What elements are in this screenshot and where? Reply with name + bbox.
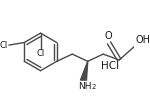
- Polygon shape: [81, 61, 88, 80]
- Text: Cl: Cl: [0, 41, 8, 50]
- Text: O: O: [104, 31, 112, 41]
- Text: 2: 2: [92, 84, 96, 90]
- Text: Cl: Cl: [36, 49, 45, 58]
- Text: NH: NH: [78, 82, 92, 91]
- Text: OH: OH: [135, 35, 150, 45]
- Text: HCl: HCl: [101, 61, 120, 71]
